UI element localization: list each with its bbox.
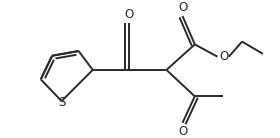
Text: O: O xyxy=(178,125,187,138)
Text: S: S xyxy=(58,95,65,108)
Text: O: O xyxy=(178,1,187,14)
Text: O: O xyxy=(220,50,229,63)
Text: O: O xyxy=(124,8,133,21)
